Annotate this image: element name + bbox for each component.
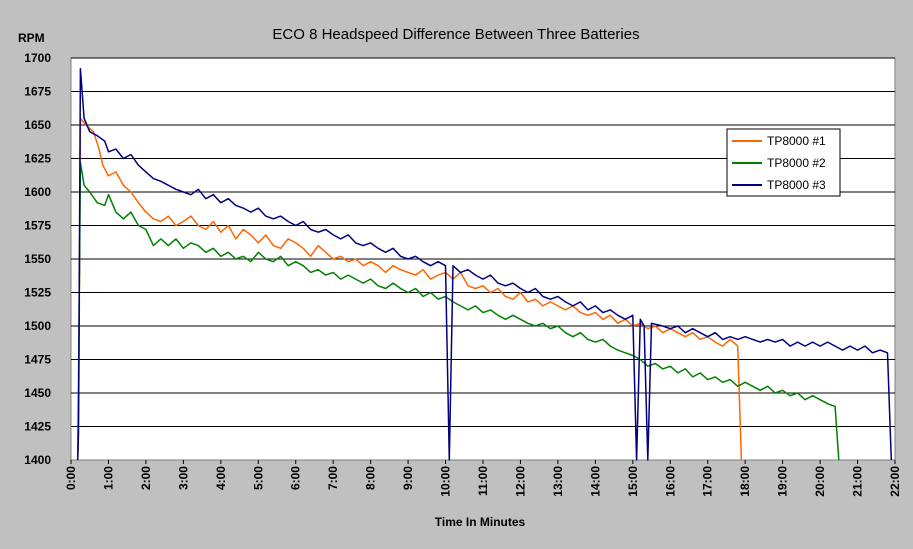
legend: TP8000 #1 TP8000 #2 TP8000 #3 <box>726 128 841 197</box>
x-tick-label: 5:00 <box>251 466 265 490</box>
grid-lines <box>71 57 895 427</box>
y-tick-label: 1425 <box>24 420 51 434</box>
x-tick-label: 11:00 <box>476 466 490 496</box>
x-tick-label: 10:00 <box>439 466 453 497</box>
x-tick-label: 4:00 <box>214 466 228 490</box>
legend-label-1: TP8000 #1 <box>767 134 826 148</box>
y-tick-label: 1525 <box>24 286 51 300</box>
series-line-2 <box>76 161 840 461</box>
x-tick-label: 21:00 <box>851 466 865 497</box>
y-tick-label: 1600 <box>24 185 51 199</box>
x-tick-label: 16:00 <box>663 466 677 497</box>
x-tick-label: 20:00 <box>813 466 827 497</box>
x-tick-label: 3:00 <box>176 466 190 490</box>
x-tick-label: 0:00 <box>64 466 78 490</box>
y-tick-label: 1450 <box>24 386 51 400</box>
x-tick-label: 13:00 <box>551 466 565 497</box>
y-tick-label: 1400 <box>24 453 51 467</box>
x-tick-label: 7:00 <box>326 466 340 490</box>
legend-label-2: TP8000 #2 <box>767 156 826 170</box>
x-tick-label: 6:00 <box>289 466 303 490</box>
y-tick-labels: 1400 1425 1450 1475 1500 1525 1550 1575 1600 1625… <box>24 51 51 467</box>
x-tick-label: 12:00 <box>513 466 527 497</box>
x-tick-label: 22:00 <box>888 466 902 497</box>
x-tick-label: 19:00 <box>776 466 790 497</box>
y-tick-label: 1575 <box>24 219 51 233</box>
legend-label-3: TP8000 #3 <box>767 178 826 192</box>
series-line-1 <box>76 117 743 461</box>
x-tick-label: 14:00 <box>588 466 602 497</box>
x-tick-label: 1:00 <box>101 466 115 490</box>
y-tick-label: 1500 <box>24 319 51 333</box>
y-tick-label: 1550 <box>24 252 51 266</box>
y-axis-label: RPM <box>18 31 45 45</box>
y-tick-label: 1700 <box>24 51 51 65</box>
x-axis-label: Time In Minutes <box>435 515 526 529</box>
chart-title: ECO 8 Headspeed Difference Between Three… <box>272 26 639 43</box>
series-line-3 <box>76 67 893 461</box>
x-tick-label: 9:00 <box>401 466 415 490</box>
x-tick-labels: 0:00 1:00 2:00 3:00 4:00 5:00 6:00 7:00 8:00 9:00… <box>64 460 902 497</box>
y-tick-label: 1675 <box>24 85 51 99</box>
x-tick-label: 8:00 <box>364 466 378 490</box>
series-lines <box>76 67 893 461</box>
x-tick-label: 17:00 <box>701 466 715 497</box>
x-tick-label: 2:00 <box>139 466 153 490</box>
y-tick-label: 1625 <box>24 152 51 166</box>
y-tick-label: 1475 <box>24 353 51 367</box>
x-tick-label: 18:00 <box>738 466 752 497</box>
x-tick-label: 15:00 <box>626 466 640 497</box>
y-tick-label: 1650 <box>24 118 51 132</box>
